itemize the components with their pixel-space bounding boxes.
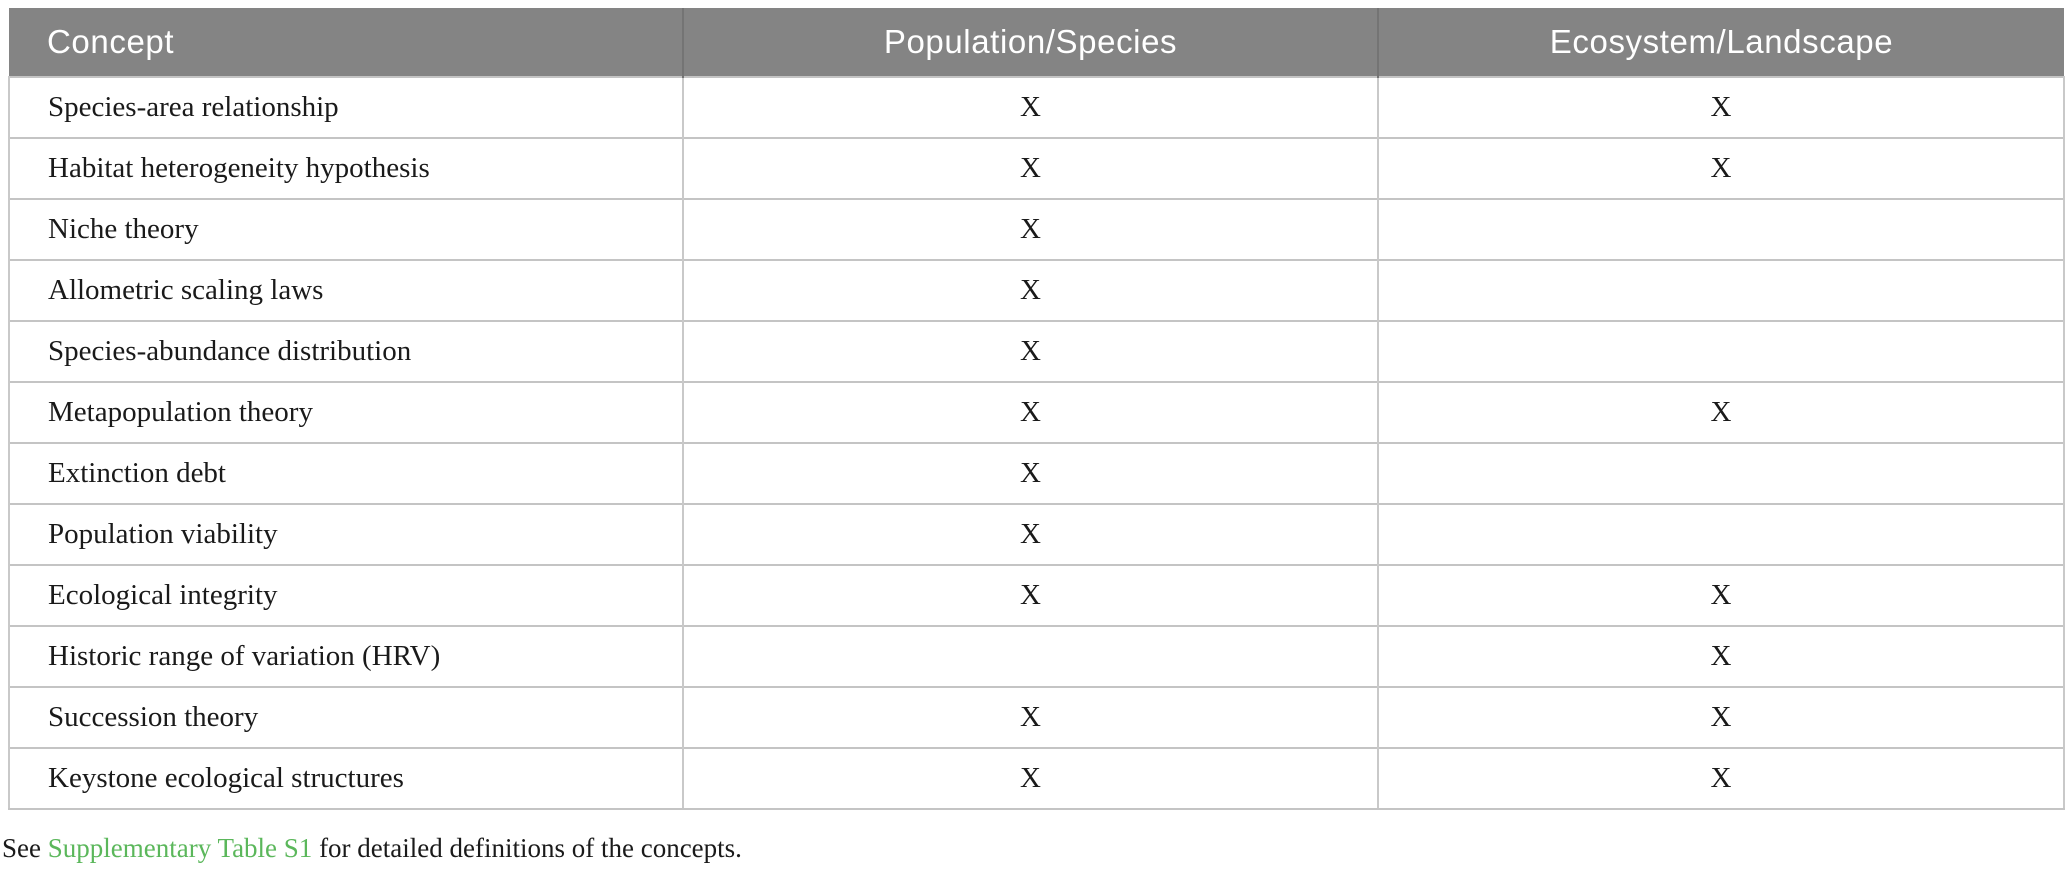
concept-cell: Succession theory bbox=[8, 686, 683, 748]
concepts-table: Concept Population/Species Ecosystem/Lan… bbox=[8, 8, 2065, 810]
concept-cell: Ecological integrity bbox=[8, 564, 683, 626]
concept-cell: Historic range of variation (HRV) bbox=[8, 625, 683, 687]
ecosystem-landscape-cell bbox=[1377, 259, 2065, 321]
ecosystem-landscape-cell: X bbox=[1377, 747, 2065, 810]
population-species-cell: X bbox=[682, 564, 1378, 626]
population-species-cell: X bbox=[682, 381, 1378, 443]
concept-cell: Species-area relationship bbox=[8, 76, 683, 138]
table-row: Species-abundance distribution X bbox=[8, 320, 2065, 382]
footnote-link[interactable]: Supplementary Table S1 bbox=[47, 833, 313, 863]
footnote-prefix: See bbox=[2, 833, 48, 863]
ecosystem-landscape-cell: X bbox=[1377, 137, 2065, 199]
footnote-suffix: for detailed definitions of the concepts… bbox=[312, 833, 742, 863]
ecosystem-landscape-cell: X bbox=[1377, 381, 2065, 443]
table-row: Keystone ecological structures X X bbox=[8, 747, 2065, 810]
ecosystem-landscape-cell bbox=[1377, 320, 2065, 382]
population-species-cell bbox=[682, 625, 1378, 687]
population-species-cell: X bbox=[682, 686, 1378, 748]
header-row: Concept Population/Species Ecosystem/Lan… bbox=[9, 8, 2064, 77]
concept-cell: Species-abundance distribution bbox=[8, 320, 683, 382]
concept-cell: Population viability bbox=[8, 503, 683, 565]
table-row: Population viability X bbox=[8, 503, 2065, 565]
column-header-concept: Concept bbox=[9, 8, 683, 77]
concept-cell: Habitat heterogeneity hypothesis bbox=[8, 137, 683, 199]
ecosystem-landscape-cell bbox=[1377, 442, 2065, 504]
table-row: Habitat heterogeneity hypothesis X X bbox=[8, 137, 2065, 199]
population-species-cell: X bbox=[682, 137, 1378, 199]
ecosystem-landscape-cell bbox=[1377, 503, 2065, 565]
ecosystem-landscape-cell: X bbox=[1377, 686, 2065, 748]
concept-cell: Keystone ecological structures bbox=[8, 747, 683, 810]
population-species-cell: X bbox=[682, 76, 1378, 138]
column-header-population-species: Population/Species bbox=[682, 8, 1378, 77]
table-row: Allometric scaling laws X bbox=[8, 259, 2065, 321]
table-row: Succession theory X X bbox=[8, 686, 2065, 748]
population-species-cell: X bbox=[682, 259, 1378, 321]
ecosystem-landscape-cell: X bbox=[1377, 625, 2065, 687]
population-species-cell: X bbox=[682, 747, 1378, 810]
ecosystem-landscape-cell bbox=[1377, 198, 2065, 260]
table-row: Extinction debt X bbox=[8, 442, 2065, 504]
table-row: Historic range of variation (HRV) X bbox=[8, 625, 2065, 687]
concept-cell: Metapopulation theory bbox=[8, 381, 683, 443]
table-row: Ecological integrity X X bbox=[8, 564, 2065, 626]
table-row: Niche theory X bbox=[8, 198, 2065, 260]
population-species-cell: X bbox=[682, 198, 1378, 260]
ecosystem-landscape-cell: X bbox=[1377, 76, 2065, 138]
population-species-cell: X bbox=[682, 320, 1378, 382]
table-row: Metapopulation theory X X bbox=[8, 381, 2065, 443]
concept-cell: Niche theory bbox=[8, 198, 683, 260]
concept-cell: Extinction debt bbox=[8, 442, 683, 504]
concept-cell: Allometric scaling laws bbox=[8, 259, 683, 321]
footnote: See Supplementary Table S1 for detailed … bbox=[2, 831, 2063, 865]
ecosystem-landscape-cell: X bbox=[1377, 564, 2065, 626]
population-species-cell: X bbox=[682, 442, 1378, 504]
column-header-ecosystem-landscape: Ecosystem/Landscape bbox=[1377, 8, 2064, 77]
population-species-cell: X bbox=[682, 503, 1378, 565]
table-body: Species-area relationship X X Habitat heter… bbox=[8, 76, 2065, 810]
table-row: Species-area relationship X X bbox=[8, 76, 2065, 138]
